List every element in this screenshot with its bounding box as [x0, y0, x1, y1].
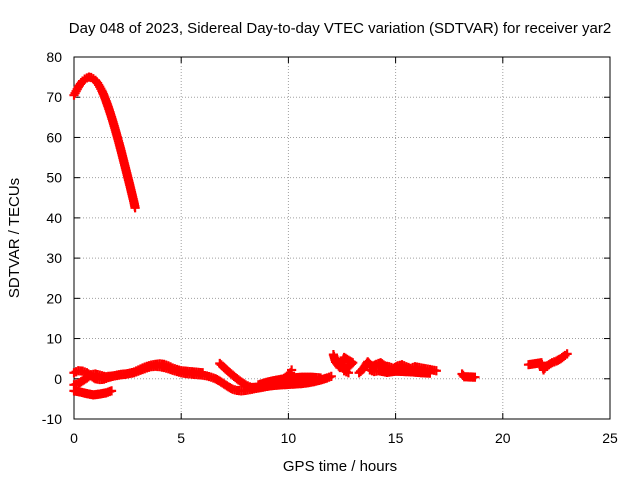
x-tick-label: 15: [388, 430, 404, 446]
data-point: [130, 203, 140, 213]
y-tick-label: 20: [46, 290, 62, 306]
x-tick-label: 10: [281, 430, 297, 446]
data-point: [343, 368, 354, 378]
axis-ticks: [73, 56, 611, 420]
y-tick-label: 40: [46, 210, 62, 226]
series-early-negative: [69, 386, 117, 400]
data-point: [106, 386, 117, 396]
series-mid-upper-band: [253, 372, 326, 390]
y-tick-label: 70: [46, 89, 62, 105]
series-late-sparse: [457, 369, 480, 382]
y-tick-label: 0: [54, 371, 62, 387]
data-point: [315, 373, 326, 383]
series-end-cluster: [523, 349, 572, 375]
y-tick-label: 10: [46, 331, 62, 347]
y-tick-labels: -10 0 10 20 30 40 50 60 70 80: [42, 49, 62, 427]
chart-title: Day 048 of 2023, Sidereal Day-to-day VTE…: [69, 20, 611, 37]
data-point: [287, 365, 297, 375]
x-axis-label: GPS time / hours: [283, 458, 397, 475]
y-tick-label: 50: [46, 170, 62, 186]
series-late-cluster-a: [328, 350, 358, 378]
y-tick-label: 80: [46, 49, 62, 65]
y-axis-label: SDTVAR / TECUs: [6, 178, 23, 298]
data-point: [425, 368, 435, 378]
x-tick-label: 5: [177, 430, 185, 446]
data-series: [69, 72, 572, 400]
data-point: [470, 372, 480, 382]
x-tick-label: 20: [495, 430, 511, 446]
x-tick-label: 25: [602, 430, 618, 446]
y-tick-label: 30: [46, 250, 62, 266]
data-point: [326, 371, 336, 381]
x-tick-labels: 0 5 10 15 20 25: [70, 430, 618, 446]
data-point: [431, 366, 441, 376]
series-high-arc: [69, 72, 140, 213]
data-point: [562, 349, 572, 359]
plot-frame: [73, 56, 611, 420]
y-tick-label: 60: [46, 129, 62, 145]
x-tick-label: 0: [70, 430, 78, 446]
y-tick-label: -10: [42, 411, 62, 427]
series-late-cluster-c: [365, 365, 435, 378]
grid: [74, 57, 610, 419]
